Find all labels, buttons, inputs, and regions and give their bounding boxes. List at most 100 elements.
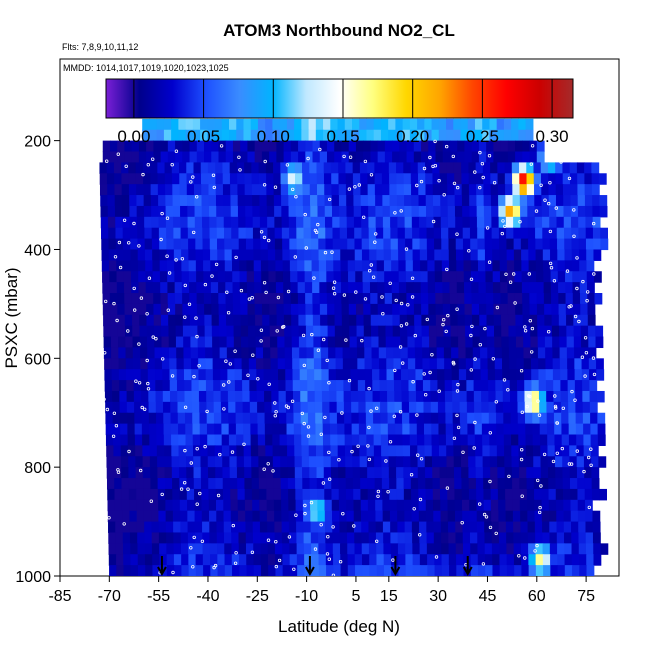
heatmap-cell [275, 565, 284, 576]
heatmap-cell [451, 380, 460, 392]
heatmap-cell [182, 140, 191, 153]
sample-point [555, 421, 559, 425]
heatmap-cell [324, 184, 333, 196]
heatmap-cell [484, 227, 493, 240]
heatmap-cell [354, 532, 363, 544]
heatmap-cell [432, 467, 441, 479]
heatmap-cell [274, 521, 283, 534]
heatmap-cell [484, 249, 493, 261]
heatmap-cell [310, 216, 319, 229]
heatmap-cell [483, 499, 492, 512]
heatmap-cell [387, 390, 395, 403]
heatmap-cell [247, 282, 255, 294]
heatmap-cell [114, 499, 123, 512]
sample-point [386, 490, 390, 494]
sample-point [445, 267, 449, 272]
heatmap-cell [305, 303, 314, 316]
heatmap-cell [182, 293, 190, 305]
heatmap-cell [233, 314, 242, 327]
heatmap-cell [578, 238, 587, 251]
heatmap-cell [189, 140, 198, 153]
sample-point [137, 244, 141, 248]
heatmap-cell [171, 456, 180, 468]
heatmap-cell [278, 369, 286, 381]
heatmap-cell [261, 282, 270, 294]
heatmap-cell [557, 554, 566, 566]
heatmap-cell [384, 140, 393, 153]
heatmap-cell [321, 358, 329, 370]
heatmap-cell [295, 195, 304, 207]
heatmap-cell [216, 532, 225, 544]
heatmap-cell [132, 336, 141, 349]
heatmap-cell [430, 390, 439, 403]
heatmap-cell [297, 271, 306, 283]
sample-point [548, 229, 553, 234]
heatmap-cell [390, 238, 399, 251]
heatmap-cell [258, 173, 267, 185]
heatmap-cell [161, 325, 170, 338]
heatmap-cell [401, 401, 410, 414]
heatmap-cell [129, 532, 138, 544]
heatmap-cell [252, 499, 261, 512]
heatmap-cell [538, 358, 547, 370]
heatmap-cell [410, 173, 419, 185]
heatmap-cell [568, 434, 577, 446]
heatmap-cell [188, 238, 196, 251]
heatmap-cell [153, 325, 162, 338]
heatmap-cell [155, 390, 164, 403]
heatmap-cell [180, 532, 189, 544]
heatmap-cell [562, 478, 571, 490]
sample-point [502, 378, 507, 382]
heatmap-cell [505, 195, 514, 207]
heatmap-cell [360, 499, 369, 512]
heatmap-cell [561, 434, 570, 446]
heatmap-cell [251, 467, 260, 479]
heatmap-cell [405, 543, 413, 555]
heatmap-cell [332, 510, 340, 523]
heatmap-cell [281, 510, 290, 523]
heatmap-cell [391, 271, 400, 283]
heatmap-cell [564, 249, 573, 261]
heatmap-cell [244, 162, 252, 174]
heatmap-cell [425, 467, 433, 479]
sample-point [221, 383, 226, 387]
heatmap-cell [521, 260, 530, 272]
heatmap-cell [109, 140, 118, 153]
sample-point [554, 406, 558, 410]
sample-point [117, 240, 122, 245]
sample-point [549, 266, 554, 270]
heatmap-cell [123, 271, 132, 283]
chart-title: ATOM3 Northbound NO2_CL [223, 21, 455, 40]
heatmap-cell [234, 347, 242, 359]
heatmap-cell [207, 118, 216, 131]
y-tick-label: 1000 [15, 569, 51, 586]
heatmap-cell [193, 456, 202, 468]
heatmap-cell [352, 118, 360, 131]
heatmap-cell [200, 456, 209, 468]
heatmap-cell [557, 271, 566, 283]
heatmap-cell [192, 423, 201, 436]
heatmap-cell [541, 478, 549, 490]
heatmap-cell [190, 325, 198, 338]
sample-point [446, 313, 450, 318]
sample-point [140, 405, 144, 410]
heatmap-cell [286, 129, 295, 142]
heatmap-cell [167, 140, 176, 153]
heatmap-cell [433, 532, 442, 544]
heatmap-cell [346, 510, 355, 523]
sample-point [530, 350, 534, 354]
heatmap-cell [148, 390, 157, 403]
heatmap-cell [405, 554, 414, 566]
sample-point [537, 413, 542, 417]
heatmap-cell [372, 369, 380, 381]
heatmap-cell [99, 173, 108, 185]
heatmap-cell [195, 249, 204, 261]
heatmap-cell [413, 303, 422, 316]
heatmap-cell [470, 554, 479, 566]
heatmap-cell [466, 380, 475, 392]
heatmap-cell [578, 521, 587, 534]
heatmap-cell [393, 358, 402, 370]
heatmap-cell [432, 488, 441, 501]
heatmap-cell [368, 510, 377, 523]
heatmap-cell [175, 151, 183, 163]
